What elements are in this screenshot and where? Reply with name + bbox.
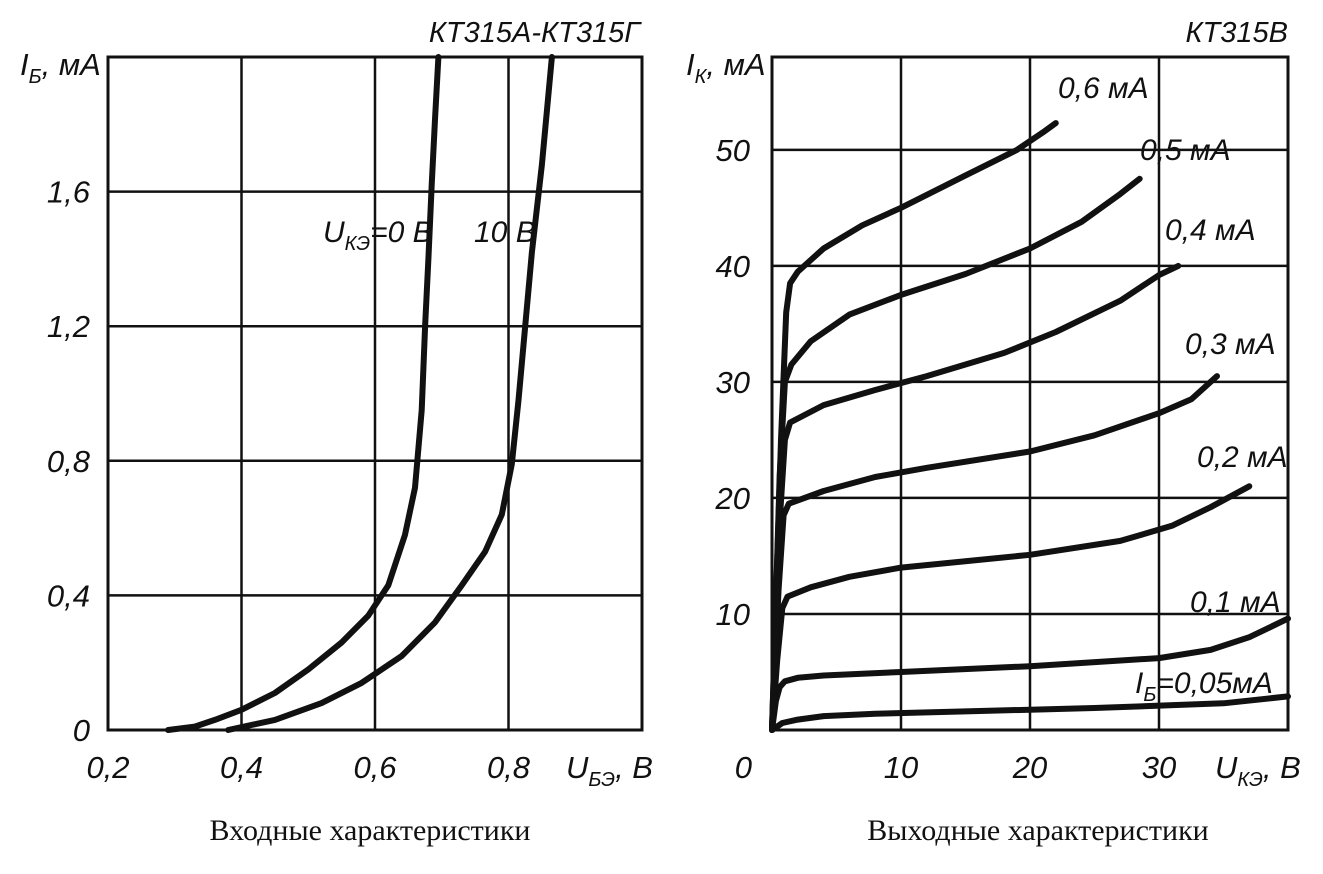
- y-tick-label: 20: [715, 481, 750, 516]
- y-tick-label: 10: [716, 597, 750, 632]
- x-axis-label: UКЭ, В: [1215, 750, 1301, 791]
- x-axis-label: UБЭ, В: [566, 750, 653, 791]
- y-tick-label: 0,4: [47, 578, 90, 613]
- chart-caption: Входные характеристики: [210, 814, 531, 847]
- x-tick-label: 0: [735, 750, 752, 785]
- chart-title: КТ315В: [1185, 17, 1288, 49]
- y-tick-label: 1,2: [47, 309, 90, 344]
- series-label: 0,5 мА: [1140, 134, 1231, 167]
- output-chart-curves: [769, 120, 1291, 733]
- x-tick-label: 20: [1012, 750, 1047, 785]
- y-tick-label: 30: [716, 365, 750, 400]
- x-tick-label: 10: [884, 750, 918, 785]
- y-axis-label: IК, мА: [686, 47, 766, 88]
- series-curve: [769, 120, 1059, 733]
- x-tick-label: 0,2: [86, 750, 129, 785]
- output-chart-labels: 0 10 20 30 10 20 30 40 50 КТ315В IК, мА UКЭ, ВВыход…: [686, 17, 1301, 847]
- x-tick-label: 0,4: [220, 750, 263, 785]
- series-label: 0,3 мА: [1185, 328, 1276, 361]
- series-curve: [769, 262, 1182, 733]
- input-characteristics-chart: 0,2 0,4 0,6 0,8 0 0,4 0,8 1,2 1,6 КТ315А-КТ315Г IБ…: [20, 17, 653, 847]
- series-label: 0,1 мА: [1190, 586, 1281, 619]
- series-label: UКЭ=0 В: [323, 216, 433, 255]
- series-label: IБ=0,05мА: [1135, 667, 1273, 706]
- x-tick-label: 30: [1142, 750, 1176, 785]
- output-characteristics-chart: 0 10 20 30 10 20 30 40 50 КТ315В IК, мА UКЭ, ВВыход…: [686, 17, 1301, 847]
- series-label: 10 В: [474, 216, 536, 249]
- series-curve: [165, 54, 442, 733]
- series-label: 0,4 мА: [1165, 214, 1256, 247]
- y-tick-label: 0,8: [47, 444, 91, 479]
- series-curve: [769, 373, 1220, 733]
- y-tick-label: 1,6: [47, 175, 91, 210]
- input-chart-grid: [106, 55, 644, 732]
- y-tick-label: 0: [73, 713, 90, 748]
- y-tick-label: 40: [716, 249, 750, 284]
- input-chart-curves: [165, 54, 555, 733]
- series-curve: [225, 54, 555, 733]
- chart-caption: Выходные характеристики: [867, 814, 1208, 847]
- series-curve: [769, 483, 1253, 733]
- series-label: 0,6 мА: [1058, 72, 1149, 105]
- series-label: 0,2 мА: [1197, 441, 1288, 474]
- x-tick-label: 0,6: [353, 750, 397, 785]
- series-curve: [769, 693, 1291, 733]
- x-tick-label: 0,8: [487, 750, 531, 785]
- y-axis-label: IБ, мА: [20, 47, 101, 88]
- output-chart-grid: [770, 55, 1290, 732]
- y-tick-label: 50: [716, 133, 750, 168]
- series-curve: [769, 615, 1291, 733]
- input-chart-labels: 0,2 0,4 0,6 0,8 0 0,4 0,8 1,2 1,6 КТ315А-КТ315Г IБ…: [20, 17, 653, 847]
- chart-title: КТ315А-КТ315Г: [429, 17, 642, 49]
- series-curve: [769, 175, 1143, 733]
